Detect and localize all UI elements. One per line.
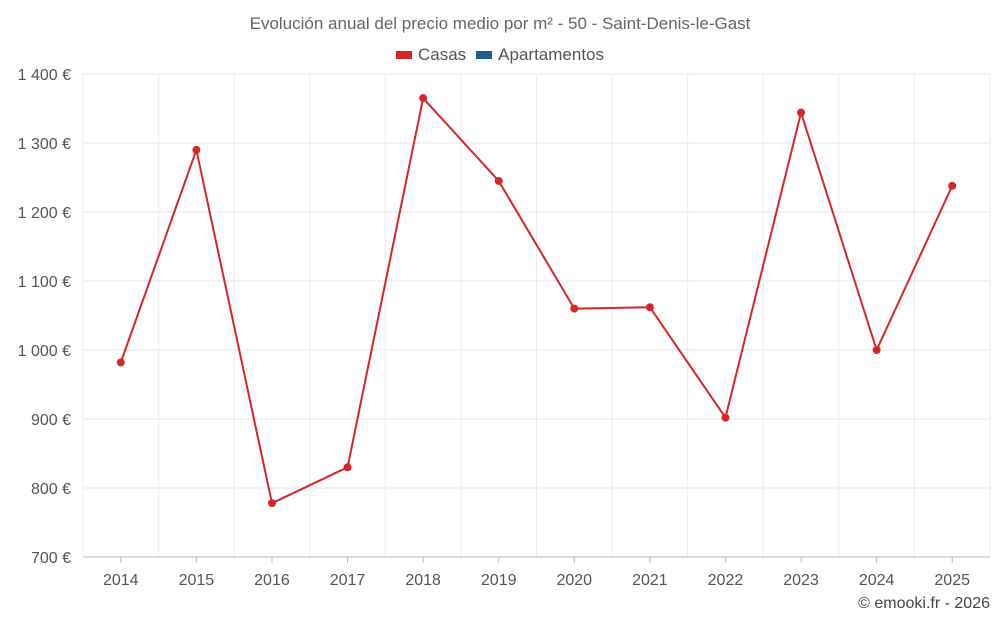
y-tick-label: 1 000 € bbox=[18, 343, 71, 360]
legend-label-casas: Casas bbox=[417, 45, 467, 64]
x-tick-label: 2018 bbox=[405, 572, 441, 589]
data-point[interactable] bbox=[872, 346, 881, 354]
y-tick-label: 1 200 € bbox=[18, 205, 71, 222]
x-tick-label: 2016 bbox=[254, 572, 290, 589]
series-layer bbox=[116, 94, 957, 508]
data-point[interactable] bbox=[948, 181, 957, 190]
y-tick-label: 1 400 € bbox=[18, 67, 71, 84]
data-point[interactable] bbox=[192, 145, 201, 154]
series-line-casas bbox=[119, 97, 954, 505]
data-point[interactable] bbox=[116, 358, 125, 367]
x-tick-label: 2019 bbox=[481, 572, 517, 589]
y-tick-label: 700 € bbox=[31, 550, 71, 567]
x-tick-label: 2014 bbox=[103, 572, 139, 589]
data-point[interactable] bbox=[797, 108, 806, 117]
chart-legend: Casas Apartamentos bbox=[0, 45, 1000, 65]
grid-layer bbox=[82, 73, 991, 557]
x-tick-label: 2020 bbox=[556, 572, 592, 589]
legend-label-apartamentos: Apartamentos bbox=[498, 45, 605, 64]
axis-layer: 700 € 800 € 900 € 1 000 € 1 100 € 1 200 € 1 30… bbox=[18, 67, 990, 589]
x-tick-label: 2017 bbox=[330, 572, 366, 589]
data-point[interactable] bbox=[721, 413, 730, 422]
y-tick-label: 1 100 € bbox=[18, 274, 71, 291]
data-point[interactable] bbox=[419, 94, 428, 103]
legend-item-casas[interactable]: Casas bbox=[395, 45, 467, 65]
x-tick-label: 2015 bbox=[179, 572, 215, 589]
y-tick-label: 900 € bbox=[31, 412, 71, 429]
data-point[interactable] bbox=[570, 304, 579, 313]
legend-swatch-casas bbox=[395, 51, 412, 59]
x-tick-label: 2022 bbox=[708, 572, 744, 589]
data-point[interactable] bbox=[494, 176, 503, 185]
chart-title: Evolución anual del precio medio por m² … bbox=[249, 14, 751, 33]
x-tick-label: 2021 bbox=[632, 572, 668, 589]
x-tick-label: 2025 bbox=[934, 572, 970, 589]
data-point[interactable] bbox=[343, 463, 352, 472]
legend-swatch-apartamentos bbox=[476, 51, 493, 59]
data-point[interactable] bbox=[267, 499, 276, 508]
credit-text: © emooki.fr - 2026 bbox=[858, 595, 990, 612]
y-tick-label: 800 € bbox=[31, 481, 71, 498]
x-tick-label: 2024 bbox=[859, 572, 895, 589]
data-point[interactable] bbox=[645, 303, 654, 312]
x-tick-label: 2023 bbox=[783, 572, 819, 589]
legend-item-apartamentos[interactable]: Apartamentos bbox=[476, 45, 604, 65]
y-tick-label: 1 300 € bbox=[18, 136, 71, 153]
